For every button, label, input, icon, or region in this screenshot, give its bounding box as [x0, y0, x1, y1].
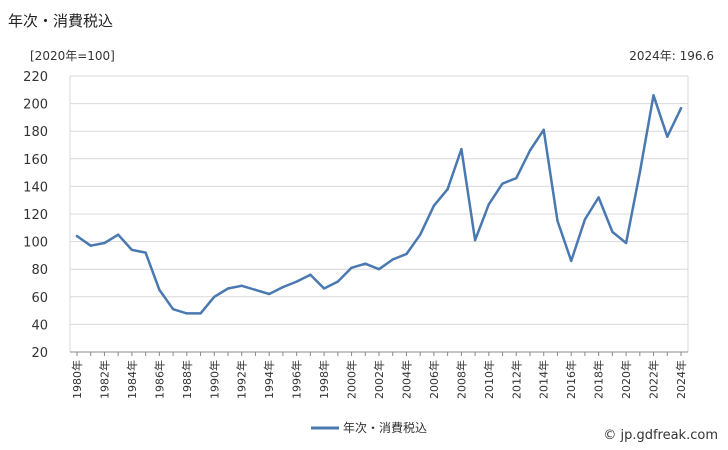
- y-tick-label: 160: [23, 153, 48, 168]
- data-point: [515, 176, 518, 180]
- y-tick-label: 180: [23, 125, 48, 140]
- data-point: [254, 288, 257, 292]
- x-tick-label: 1992年: [235, 360, 249, 399]
- y-tick-label: 80: [31, 263, 48, 278]
- latest-value: 2024年: 196.6: [629, 49, 714, 63]
- data-point: [473, 239, 477, 242]
- x-tick-label: 2016年: [564, 360, 578, 399]
- data-point: [309, 273, 312, 276]
- series-line: [75, 94, 683, 315]
- x-tick-label: 2020年: [619, 360, 633, 399]
- x-tick-label: 1998年: [317, 360, 331, 399]
- y-tick-label: 100: [23, 236, 48, 251]
- data-point: [391, 258, 394, 261]
- x-tick-label: 1994年: [262, 360, 276, 399]
- data-point: [405, 252, 408, 256]
- x-tick-label: 2004年: [399, 360, 413, 399]
- x-tick-label: 2014年: [537, 360, 551, 399]
- y-tick-label: 220: [23, 70, 48, 85]
- data-point: [281, 285, 285, 289]
- x-tick-label: 1996年: [290, 360, 304, 399]
- y-tick-label: 200: [23, 98, 48, 113]
- data-point: [528, 149, 532, 152]
- data-point: [350, 266, 353, 270]
- data-point: [336, 280, 340, 283]
- data-point: [267, 292, 271, 296]
- data-point: [583, 218, 587, 221]
- x-tick-label: 2010年: [482, 360, 496, 399]
- data-point: [638, 171, 642, 174]
- data-point: [377, 268, 381, 271]
- data-point: [679, 107, 683, 110]
- data-point: [432, 204, 436, 207]
- data-point: [460, 147, 463, 151]
- y-tick-label: 60: [31, 291, 48, 306]
- data-point: [103, 241, 106, 245]
- data-point: [226, 287, 230, 290]
- x-tick-label: 2008年: [454, 360, 468, 399]
- x-tick-label: 1988年: [180, 360, 194, 399]
- data-point: [364, 262, 367, 265]
- x-tick-label: 1980年: [70, 360, 84, 399]
- data-point: [501, 182, 504, 185]
- x-tick-label: 1982年: [97, 360, 111, 399]
- x-tick-label: 2012年: [509, 360, 523, 399]
- y-tick-label: 40: [31, 318, 48, 333]
- data-point: [569, 259, 573, 263]
- data-point: [171, 308, 175, 311]
- y-tick-label: 120: [23, 208, 48, 223]
- data-point: [418, 233, 422, 236]
- x-tick-label: 2018年: [592, 360, 606, 399]
- data-point: [130, 248, 134, 252]
- data-point: [158, 288, 161, 292]
- legend-label: 年次・消費税込: [343, 420, 427, 435]
- x-tick-label: 2002年: [372, 360, 386, 399]
- data-point: [652, 94, 655, 97]
- data-point: [666, 135, 669, 138]
- x-tick-label: 2024年: [674, 360, 688, 399]
- data-point: [75, 234, 79, 238]
- data-point: [611, 230, 614, 234]
- data-point: [487, 203, 491, 206]
- x-tick-label: 1990年: [207, 360, 221, 399]
- data-point: [322, 287, 326, 290]
- y-tick-label: 20: [31, 346, 48, 361]
- x-tick-label: 2000年: [345, 360, 359, 399]
- data-point: [556, 219, 559, 223]
- data-point: [199, 312, 202, 315]
- data-point: [542, 128, 545, 132]
- data-point: [240, 284, 243, 287]
- unit-label: [2020年=100]: [30, 49, 115, 63]
- data-point: [624, 241, 628, 245]
- data-point: [89, 244, 92, 247]
- data-point: [597, 196, 600, 199]
- y-tick-label: 140: [23, 180, 48, 195]
- data-point: [213, 295, 216, 298]
- chart-title: 年次・消費税込: [8, 12, 114, 30]
- x-tick-label: 2022年: [647, 360, 661, 399]
- source-credit: © jp.gdfreak.com: [603, 428, 718, 443]
- data-point: [446, 187, 449, 191]
- data-point: [185, 312, 189, 315]
- x-tick-label: 1984年: [125, 360, 139, 399]
- x-tick-label: 2006年: [427, 360, 441, 399]
- data-point: [295, 280, 298, 283]
- data-point: [116, 233, 120, 236]
- data-point: [144, 251, 147, 254]
- x-tick-label: 1986年: [152, 360, 166, 399]
